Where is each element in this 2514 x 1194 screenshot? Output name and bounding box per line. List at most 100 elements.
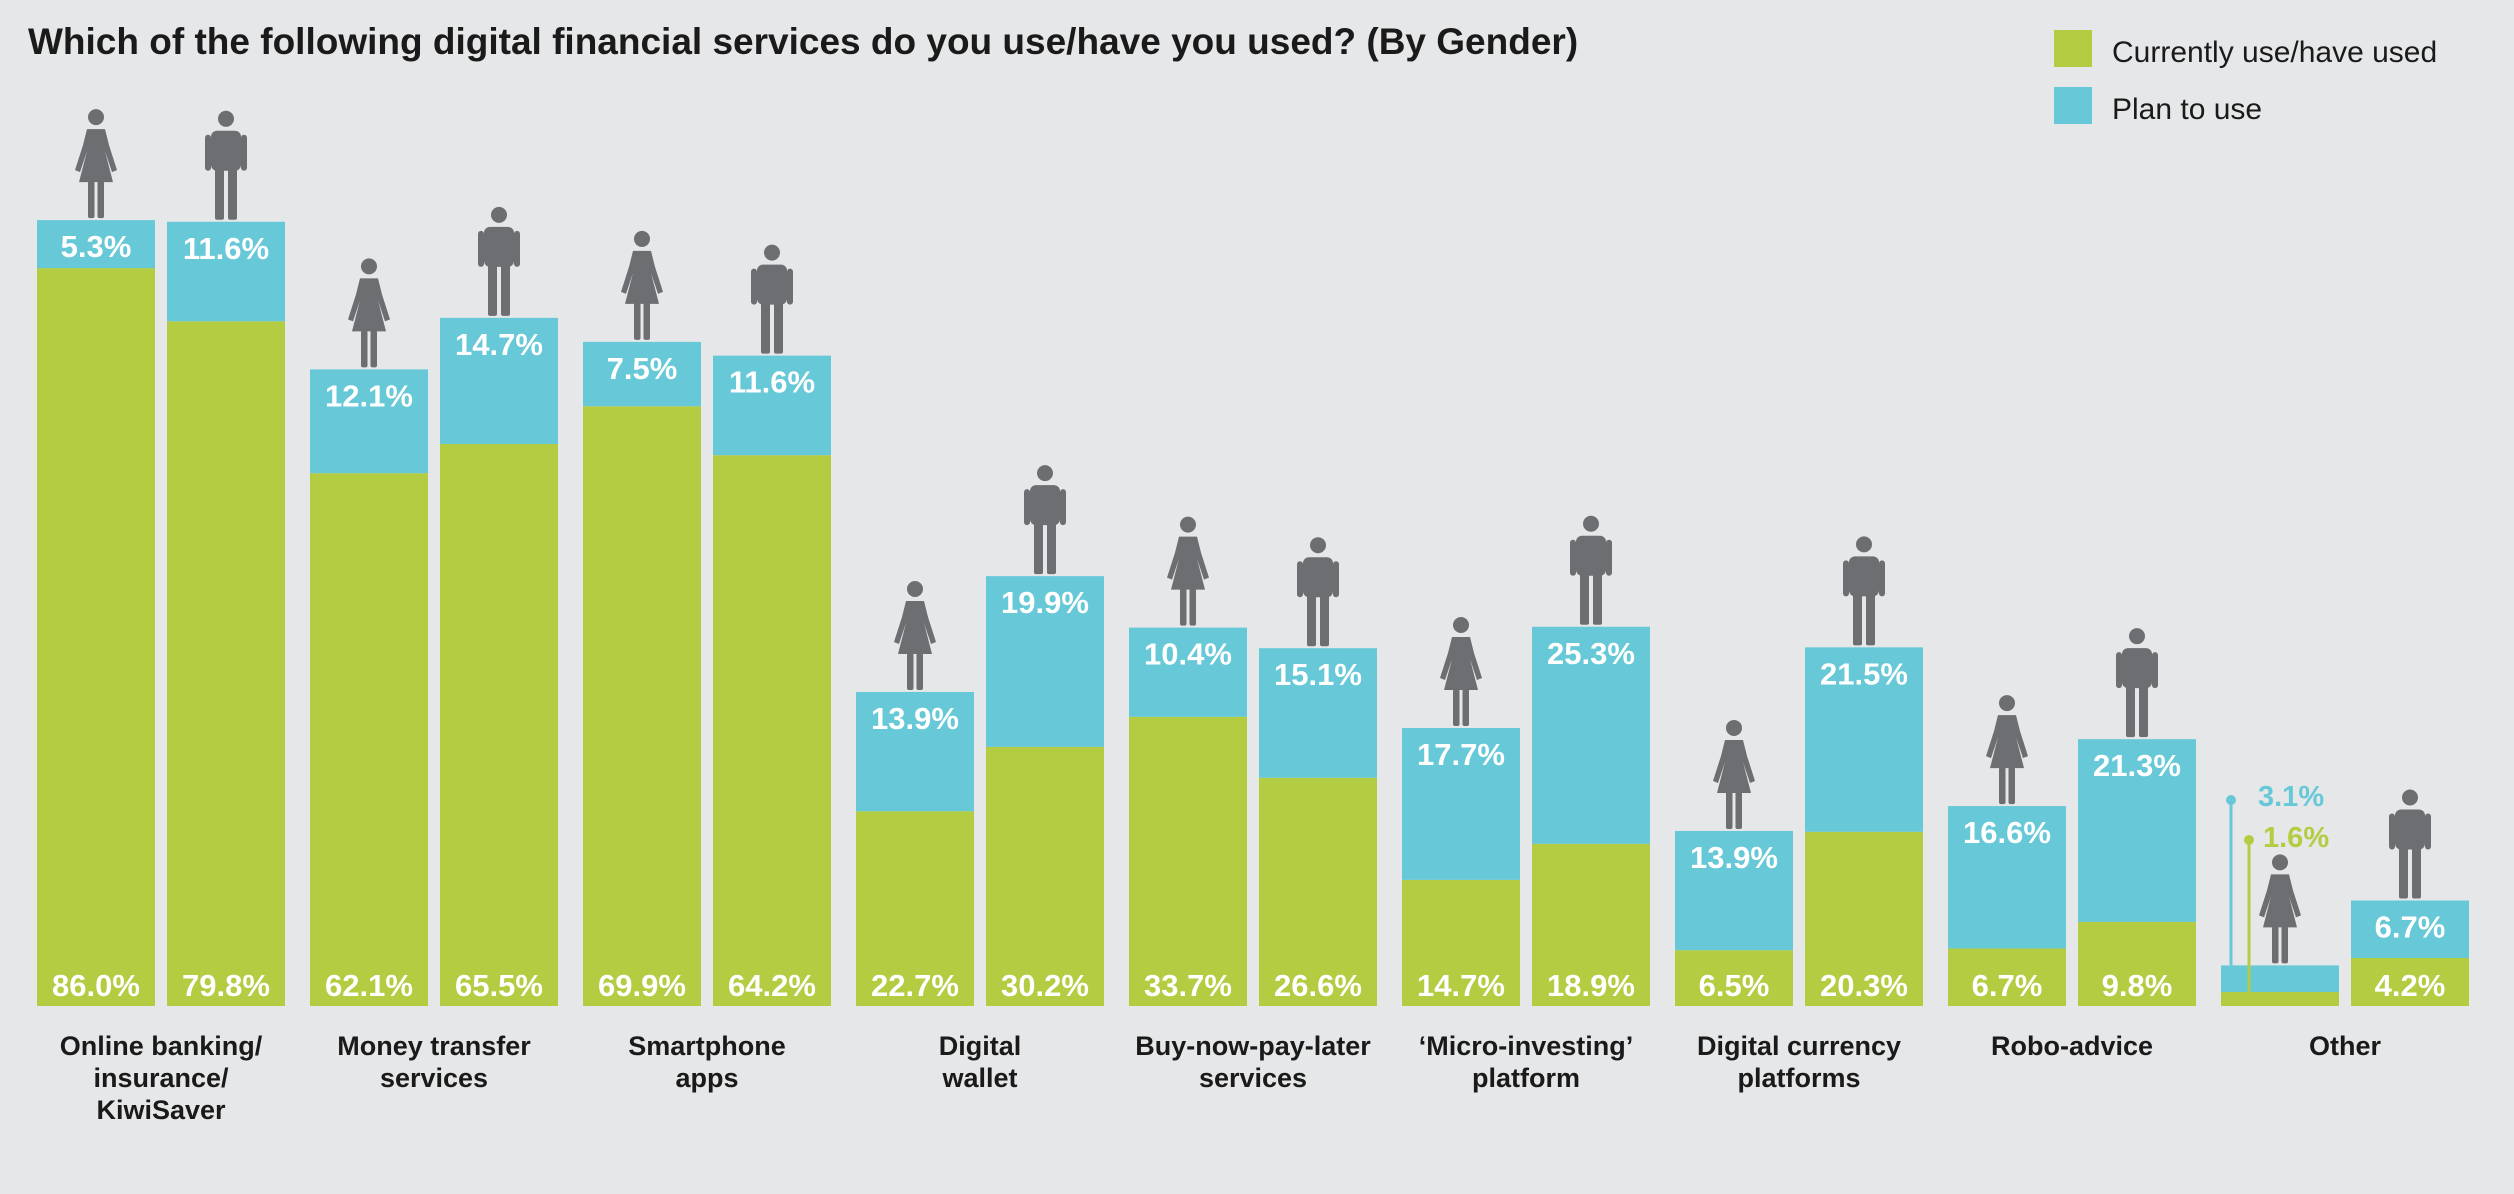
category-label-2: Smartphone apps (628, 1031, 786, 1093)
bar-plan-male-0 (167, 221, 285, 322)
bar-current-female-0 (37, 268, 155, 1006)
label-current-male-5: 18.9% (1547, 968, 1635, 1003)
female-person-icon (75, 109, 117, 219)
label-plan-female-1: 12.1% (325, 378, 413, 413)
label-plan-male-3: 19.9% (1001, 585, 1089, 620)
label-plan-female-4: 10.4% (1144, 637, 1232, 672)
bar-plan-male-8 (2351, 900, 2469, 958)
bar-plan-male-7 (2078, 739, 2196, 922)
bar-plan-female-8 (2221, 965, 2339, 992)
bar-plan-female-7 (1948, 806, 2066, 949)
bar-plan-female-6 (1675, 830, 1793, 951)
label-current-male-0: 79.8% (182, 968, 270, 1003)
label-current-female-1: 62.1% (325, 968, 413, 1003)
label-plan-female-7: 16.6% (1963, 815, 2051, 850)
bar-plan-male-3 (986, 576, 1104, 747)
label-current-male-2: 64.2% (728, 968, 816, 1003)
category-label-8: Other (2309, 1031, 2382, 1061)
label-current-male-4: 26.6% (1274, 968, 1362, 1003)
bar-plan-female-0 (37, 220, 155, 269)
female-person-icon (621, 230, 663, 340)
label-current-male-6: 20.3% (1820, 968, 1908, 1003)
male-person-icon (205, 110, 247, 220)
category-label-7: Robo-advice (1991, 1031, 2153, 1061)
female-person-icon (894, 580, 936, 690)
female-person-icon (348, 258, 390, 368)
bar-plan-female-1 (310, 369, 428, 474)
category-label-4: Buy-now-pay-later services (1135, 1031, 1371, 1093)
bar-plan-male-2 (713, 355, 831, 456)
bar-plan-male-4 (1259, 648, 1377, 778)
label-current-female-7: 6.7% (1972, 968, 2043, 1003)
male-person-icon (478, 206, 520, 316)
label-plan-male-5: 25.3% (1547, 636, 1635, 671)
bar-current-male-1 (440, 444, 558, 1006)
label-plan-female-6: 13.9% (1690, 840, 1778, 875)
bar-current-female-8 (2221, 992, 2339, 1006)
label-current-male-8: 4.2% (2375, 968, 2446, 1003)
bar-current-female-7 (1948, 948, 2066, 1006)
bar-plan-male-6 (1805, 647, 1923, 832)
label-current-female-6: 6.5% (1699, 968, 1770, 1003)
callout-dot-plan (2226, 795, 2236, 805)
male-person-icon (1297, 537, 1339, 647)
bar-current-female-6 (1675, 950, 1793, 1006)
bar-current-female-4 (1129, 716, 1247, 1006)
label-current-male-7: 9.8% (2102, 968, 2173, 1003)
label-current-female-2: 69.9% (598, 968, 686, 1003)
legend-swatch-plan (2054, 87, 2092, 124)
female-person-icon (2259, 854, 2301, 964)
label-plan-male-8: 6.7% (2375, 910, 2446, 945)
label-current-female-8: 1.6% (2263, 822, 2329, 854)
bar-current-female-3 (856, 811, 974, 1006)
plot-area: 86.0% 5.3% 79.8% 11.6% Online banking/insura… (37, 109, 2469, 1125)
bar-current-female-2 (583, 406, 701, 1006)
label-plan-male-4: 15.1% (1274, 657, 1362, 692)
category-label-1: Money transfer services (337, 1031, 531, 1093)
bar-plan-female-5 (1402, 728, 1520, 880)
label-current-female-0: 86.0% (52, 968, 140, 1003)
male-person-icon (2389, 789, 2431, 899)
label-plan-female-2: 7.5% (607, 351, 678, 386)
legend: Currently use/have used Plan to use (2054, 30, 2437, 126)
category-label-5: ‘Micro-investing’ platform (1419, 1031, 1634, 1093)
label-current-female-4: 33.7% (1144, 968, 1232, 1003)
label-plan-female-3: 13.9% (871, 701, 959, 736)
female-person-icon (1440, 617, 1482, 727)
male-person-icon (751, 244, 793, 354)
bar-current-female-5 (1402, 879, 1520, 1006)
label-plan-male-2: 11.6% (729, 365, 815, 400)
female-person-icon (1986, 695, 2028, 805)
label-plan-female-0: 5.3% (61, 229, 132, 264)
bar-plan-male-5 (1532, 626, 1650, 844)
category-label-6: Digital currency platforms (1697, 1031, 1901, 1093)
bar-plan-female-2 (583, 341, 701, 407)
bar-plan-male-1 (440, 317, 558, 445)
male-person-icon (2116, 628, 2158, 738)
bar-current-male-3 (986, 746, 1104, 1006)
female-person-icon (1713, 719, 1755, 829)
label-plan-male-0: 11.6% (183, 231, 269, 266)
legend-label-plan: Plan to use (2112, 93, 2262, 126)
male-person-icon (1843, 536, 1885, 646)
label-current-female-3: 22.7% (871, 968, 959, 1003)
label-plan-male-6: 21.5% (1820, 656, 1908, 691)
bar-current-male-7 (2078, 921, 2196, 1006)
bar-plan-female-4 (1129, 627, 1247, 717)
bar-current-male-8 (2351, 958, 2469, 1006)
chart-title: Which of the following digital financial… (28, 21, 1578, 62)
label-plan-female-8: 3.1% (2258, 781, 2324, 813)
label-plan-female-5: 17.7% (1417, 737, 1505, 772)
label-current-male-1: 65.5% (455, 968, 543, 1003)
label-plan-male-1: 14.7% (455, 327, 543, 362)
bar-current-male-6 (1805, 831, 1923, 1006)
bar-current-male-5 (1532, 843, 1650, 1006)
female-person-icon (1167, 516, 1209, 626)
label-plan-male-7: 21.3% (2093, 748, 2181, 783)
label-current-male-3: 30.2% (1001, 968, 1089, 1003)
category-label-3: Digital wallet (939, 1031, 1022, 1093)
bar-current-male-0 (167, 321, 285, 1006)
legend-swatch-current (2054, 30, 2092, 67)
callout-dot-current (2244, 835, 2254, 845)
